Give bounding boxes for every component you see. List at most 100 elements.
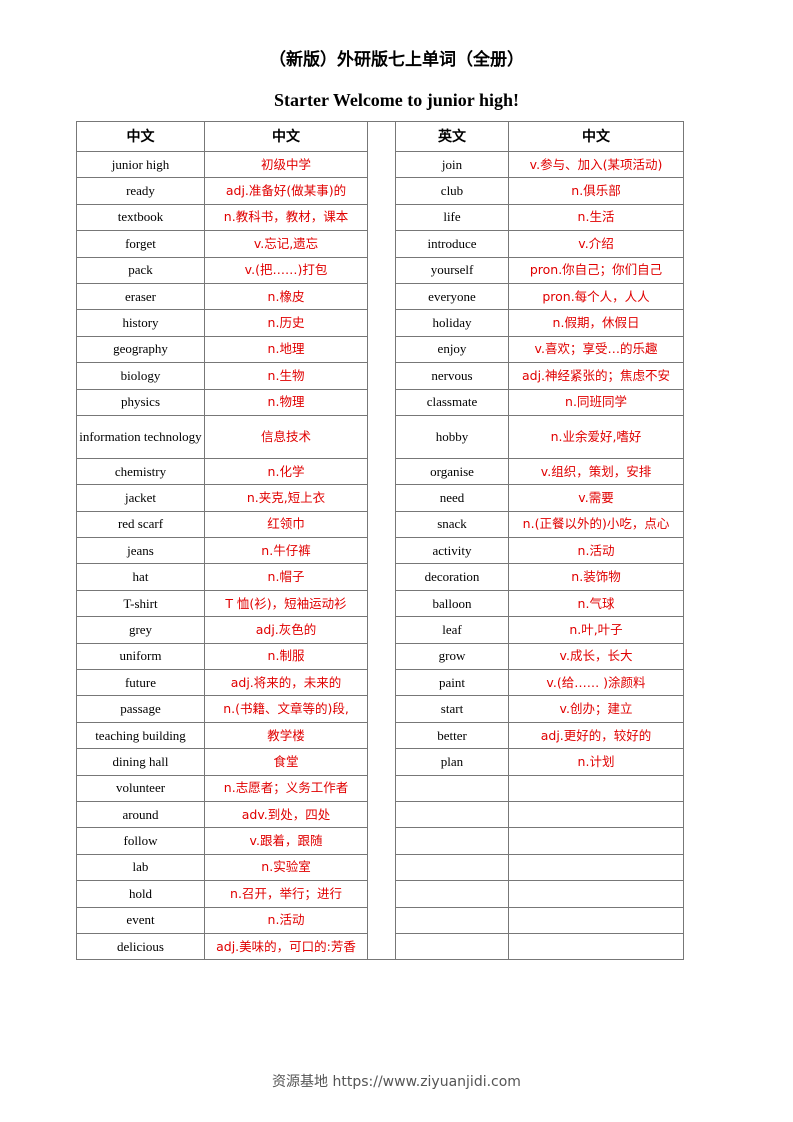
row: forget v.忘记,遗忘 introduce v.介绍 [76, 230, 684, 258]
row: information technology 信息技术 hobby n.业余爱好,嗜好 [76, 414, 684, 459]
cell: balloon [395, 589, 509, 618]
cell: start [395, 695, 509, 723]
cell: n.业余爱好,嗜好 [508, 414, 684, 459]
row: follow v.跟着，跟随 [76, 827, 684, 855]
cell: textbook [76, 203, 205, 232]
cell: hold [76, 880, 205, 908]
cell [508, 906, 684, 934]
cell: T-shirt [76, 589, 205, 618]
cell: holiday [395, 309, 509, 337]
cell: n.召开，举行；进行 [204, 880, 368, 908]
cell: better [395, 721, 509, 750]
cell: history [76, 309, 205, 337]
cell: n.化学 [204, 457, 368, 486]
cell: event [76, 906, 205, 934]
cell: n.(书籍、文章等的)段, [204, 695, 368, 723]
cell [508, 932, 684, 961]
row: future adj.将来的，未来的 paint v.(给…… )涂颜料 [76, 669, 684, 697]
row: hat n.帽子 decoration n.装饰物 [76, 563, 684, 591]
cell: n.活动 [204, 906, 368, 934]
cell: n.实验室 [204, 853, 368, 882]
cell: lab [76, 853, 205, 882]
cell: grow [395, 642, 509, 671]
cell: geography [76, 335, 205, 364]
cell: n.物理 [204, 388, 368, 416]
cell [395, 774, 509, 802]
cell: grey [76, 616, 205, 644]
cell: adj.更好的，较好的 [508, 721, 684, 750]
cell: v.跟着，跟随 [204, 827, 368, 855]
cell: biology [76, 362, 205, 390]
cell: jacket [76, 484, 205, 512]
cell: n.夹克,短上衣 [204, 484, 368, 512]
cell: enjoy [395, 335, 509, 364]
cell: uniform [76, 642, 205, 671]
cell: adj.将来的，未来的 [204, 669, 368, 697]
cell: n.俱乐部 [508, 177, 684, 205]
cell: 信息技术 [204, 414, 368, 459]
row: eraser n.橡皮 everyone pron.每个人，人人 [76, 282, 684, 311]
cell: pack [76, 256, 205, 284]
cell: passage [76, 695, 205, 723]
row: geography n.地理 enjoy v.喜欢；享受…的乐趣 [76, 335, 684, 364]
row: event n.活动 [76, 906, 684, 934]
cell: n.气球 [508, 589, 684, 618]
row: history n.历史 holiday n.假期，休假日 [76, 309, 684, 337]
cell: need [395, 484, 509, 512]
row: junior high 初级中学 join v.参与、加入(某项活动) [76, 150, 684, 179]
cell: nervous [395, 362, 509, 390]
cell: 初级中学 [204, 150, 368, 179]
cell: volunteer [76, 774, 205, 802]
cell [395, 853, 509, 882]
cell: pron.你自己；你们自己 [508, 256, 684, 284]
cell: n.历史 [204, 309, 368, 337]
cell: n.志愿者；义务工作者 [204, 774, 368, 802]
cell: club [395, 177, 509, 205]
row: lab n.实验室 [76, 853, 684, 882]
cell: 红领巾 [204, 510, 368, 539]
cell: everyone [395, 282, 509, 311]
cell: red scarf [76, 510, 205, 539]
cell: adj.灰色的 [204, 616, 368, 644]
cell: n.牛仔裤 [204, 537, 368, 565]
cell: adj.美味的，可口的:芳香 [204, 932, 368, 961]
cell: n.帽子 [204, 563, 368, 591]
cell: 中文 [76, 121, 205, 152]
cell: v.介绍 [508, 230, 684, 258]
cell [395, 800, 509, 829]
cell: plan [395, 748, 509, 776]
cell: n.(正餐以外的)小吃，点心 [508, 510, 684, 539]
row: around adv.到处，四处 [76, 800, 684, 829]
cell: v.需要 [508, 484, 684, 512]
cell [395, 880, 509, 908]
cell [508, 880, 684, 908]
cell: v.成长，长大 [508, 642, 684, 671]
cell: ready [76, 177, 205, 205]
cell: v.创办；建立 [508, 695, 684, 723]
cell: n.制服 [204, 642, 368, 671]
row: uniform n.制服 grow v.成长，长大 [76, 642, 684, 671]
cell: delicious [76, 932, 205, 961]
cell: eraser [76, 282, 205, 311]
cell: n.教科书，教材，课本 [204, 203, 368, 232]
cell: dining hall [76, 748, 205, 776]
row: chemistry n.化学 organise v.组织，策划，安排 [76, 457, 684, 486]
cell [395, 906, 509, 934]
cell: life [395, 203, 509, 232]
cell: yourself [395, 256, 509, 284]
row: textbook n.教科书，教材，课本 life n.生活 [76, 203, 684, 232]
cell: n.叶,叶子 [508, 616, 684, 644]
cell: hobby [395, 414, 509, 459]
cell [395, 827, 509, 855]
cell: join [395, 150, 509, 179]
cell [508, 774, 684, 802]
cell: n.地理 [204, 335, 368, 364]
cell: T 恤(衫)，短袖运动衫 [204, 589, 368, 618]
cell: forget [76, 230, 205, 258]
cell: physics [76, 388, 205, 416]
cell: future [76, 669, 205, 697]
cell: v.(把……)打包 [204, 256, 368, 284]
row: physics n.物理 classmate n.同班同学 [76, 388, 684, 416]
vocab-table: 中文 中文 英文 中文 junior high 初级中学 join v.参与、加入(某项活动)… [76, 120, 684, 961]
